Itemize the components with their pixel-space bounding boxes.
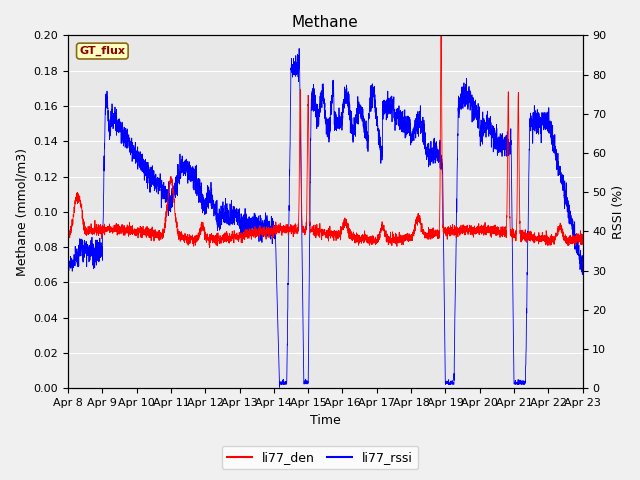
Text: GT_flux: GT_flux [79, 46, 125, 56]
Title: Methane: Methane [292, 15, 358, 30]
Legend: li77_den, li77_rssi: li77_den, li77_rssi [222, 446, 418, 469]
Y-axis label: Methane (mmol/m3): Methane (mmol/m3) [15, 148, 28, 276]
Y-axis label: RSSI (%): RSSI (%) [612, 185, 625, 239]
X-axis label: Time: Time [310, 414, 340, 427]
